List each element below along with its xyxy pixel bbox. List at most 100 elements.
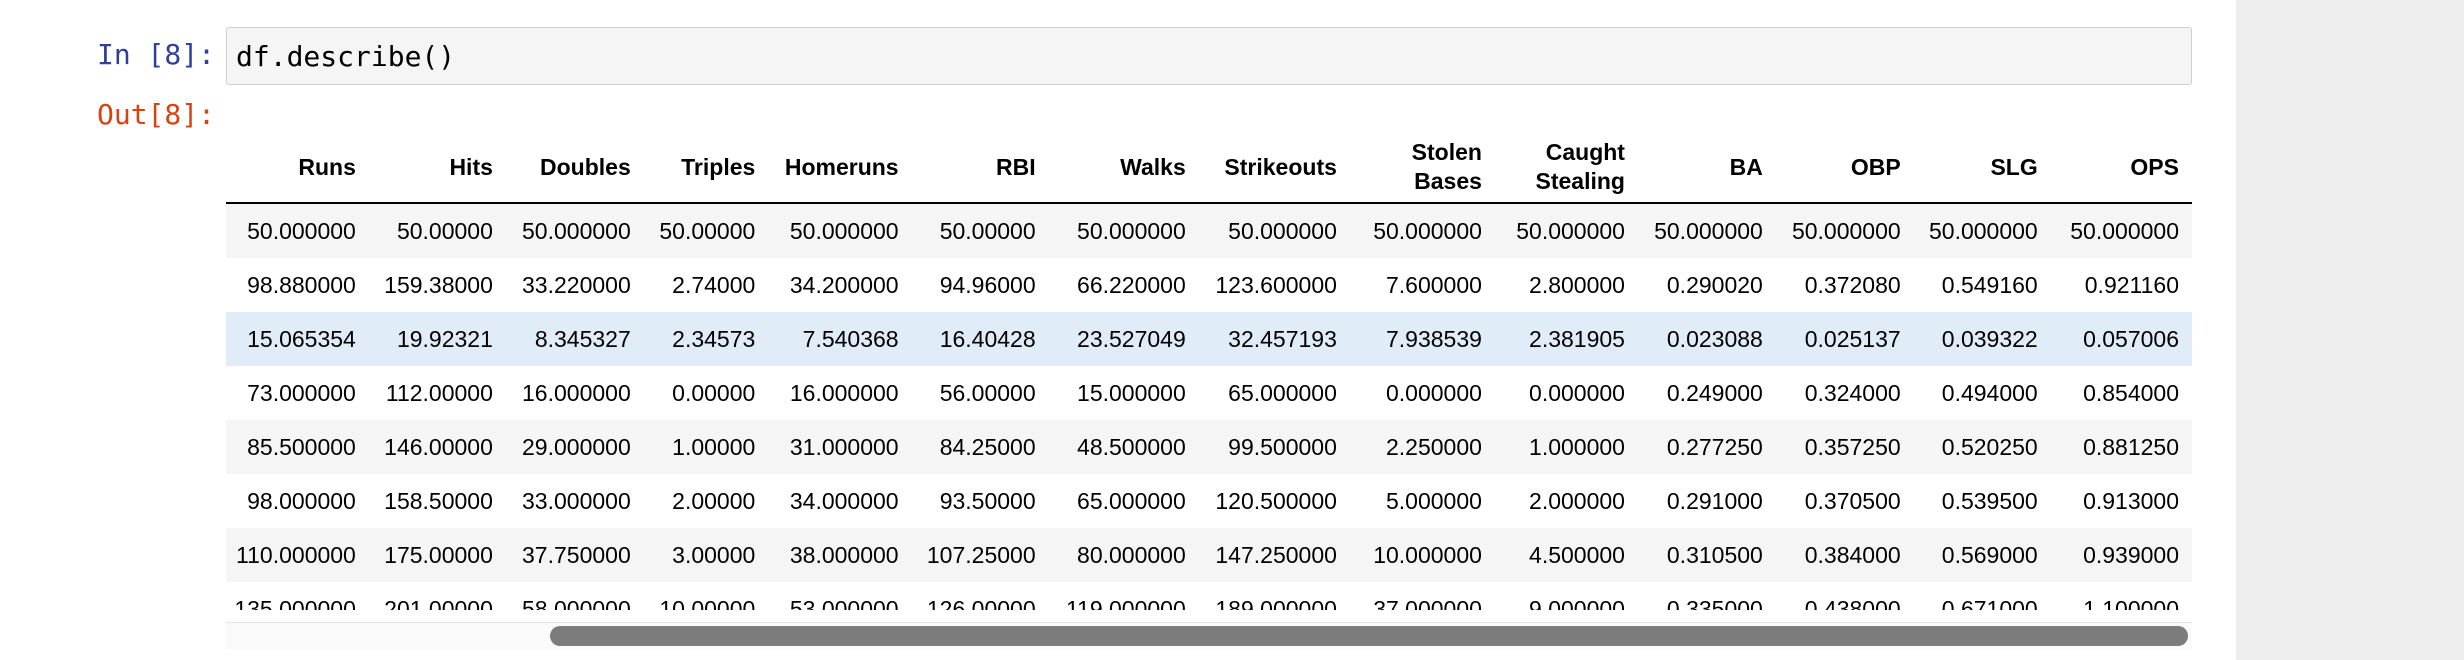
table-cell: 3.00000 — [643, 528, 769, 582]
table-cell: 0.370500 — [1775, 474, 1914, 528]
table-cell: 65.000000 — [1198, 366, 1350, 420]
table-cell: 0.921160 — [2050, 258, 2192, 312]
table-cell: 0.384000 — [1775, 528, 1914, 582]
table-cell: 65.000000 — [1048, 474, 1199, 528]
table-cell: 50.00000 — [368, 203, 506, 258]
table-cell: 0.000000 — [1349, 366, 1495, 420]
table-cell: 84.25000 — [911, 420, 1049, 474]
column-header: Stolen Bases — [1349, 132, 1495, 204]
table-cell: 110.000000 — [226, 528, 369, 582]
table-cell: 99.500000 — [1198, 420, 1350, 474]
table-cell: 0.00000 — [643, 366, 769, 420]
table-cell: 0.291000 — [1637, 474, 1776, 528]
table-cell: 66.220000 — [1048, 258, 1199, 312]
right-gutter — [2236, 0, 2464, 660]
table-row: 85.500000 146.00000 29.000000 1.00000 31.000… — [226, 420, 2192, 474]
table-cell: 56.00000 — [911, 366, 1049, 420]
table-cell: 0.438000 — [1775, 582, 1914, 610]
table-cell: 7.540368 — [768, 312, 912, 366]
table-row: 73.000000 112.00000 16.000000 0.00000 16.000… — [226, 366, 2192, 420]
table-cell: 9.000000 — [1494, 582, 1638, 610]
table-cell: 0.854000 — [2050, 366, 2192, 420]
table-cell: 93.50000 — [911, 474, 1049, 528]
table-cell: 37.000000 — [1349, 582, 1495, 610]
table-cell: 4.500000 — [1494, 528, 1638, 582]
column-header: Runs — [226, 132, 369, 204]
table-cell: 38.000000 — [768, 528, 912, 582]
input-prompt: In [8]: — [96, 38, 215, 71]
code-input-cell[interactable]: df.describe() — [226, 27, 2192, 85]
table-cell: 0.324000 — [1775, 366, 1914, 420]
table-row: 98.000000 158.50000 33.000000 2.00000 34.000… — [226, 474, 2192, 528]
table-cell: 2.800000 — [1494, 258, 1638, 312]
table-cell: 34.000000 — [768, 474, 912, 528]
output-area: Runs Hits Doubles Triples Homeruns RBI Walks St… — [226, 120, 2192, 610]
table-cell: 0.494000 — [1913, 366, 2051, 420]
table-row: 50.000000 50.00000 50.000000 50.00000 50.000… — [226, 203, 2192, 258]
column-header: BA — [1637, 132, 1776, 204]
table-cell: 50.000000 — [1198, 203, 1350, 258]
table-cell: 0.277250 — [1637, 420, 1776, 474]
table-body: 50.000000 50.00000 50.000000 50.00000 50.000… — [226, 203, 2192, 610]
table-cell: 201.00000 — [368, 582, 506, 610]
table-cell: 0.249000 — [1637, 366, 1776, 420]
table-cell: 2.00000 — [643, 474, 769, 528]
table-cell: 0.520250 — [1913, 420, 2051, 474]
column-header: SLG — [1913, 132, 2051, 204]
output-prompt: Out[8]: — [96, 98, 215, 131]
table-cell: 126.00000 — [911, 582, 1049, 610]
table-row: 98.880000 159.38000 33.220000 2.74000 34.200… — [226, 258, 2192, 312]
table-cell: 16.000000 — [768, 366, 912, 420]
table-cell: 7.600000 — [1349, 258, 1495, 312]
table-cell: 34.200000 — [768, 258, 912, 312]
table-cell: 37.750000 — [505, 528, 644, 582]
table-cell: 10.000000 — [1349, 528, 1495, 582]
table-cell: 0.057006 — [2050, 312, 2192, 366]
table-cell: 0.357250 — [1775, 420, 1914, 474]
table-cell: 58.000000 — [505, 582, 644, 610]
table-cell: 98.880000 — [226, 258, 369, 312]
table-cell: 0.372080 — [1775, 258, 1914, 312]
table-cell: 0.549160 — [1913, 258, 2051, 312]
table-cell: 0.310500 — [1637, 528, 1776, 582]
table-cell: 0.025137 — [1775, 312, 1914, 366]
table-cell: 0.023088 — [1637, 312, 1776, 366]
column-header: Caught Stealing — [1494, 132, 1638, 204]
table-cell: 50.000000 — [1775, 203, 1914, 258]
table-cell: 112.00000 — [368, 366, 506, 420]
table-cell: 1.000000 — [1494, 420, 1638, 474]
scrollbar-thumb[interactable] — [550, 626, 2188, 646]
table-cell: 73.000000 — [226, 366, 369, 420]
table-cell: 50.00000 — [643, 203, 769, 258]
table-cell: 0.939000 — [2050, 528, 2192, 582]
table-cell: 189.000000 — [1198, 582, 1350, 610]
table-cell: 1.00000 — [643, 420, 769, 474]
table-cell: 0.913000 — [2050, 474, 2192, 528]
table-cell: 5.000000 — [1349, 474, 1495, 528]
code-text[interactable]: df.describe() — [236, 40, 456, 73]
table-cell: 15.065354 — [226, 312, 369, 366]
table-cell: 29.000000 — [505, 420, 644, 474]
table-cell: 0.539500 — [1913, 474, 2051, 528]
table-cell: 15.000000 — [1048, 366, 1199, 420]
column-header: Triples — [643, 132, 769, 204]
horizontal-scrollbar[interactable] — [226, 622, 2192, 649]
table-cell: 135.000000 — [226, 582, 369, 610]
table-cell: 159.38000 — [368, 258, 506, 312]
table-cell: 16.000000 — [505, 366, 644, 420]
table-cell: 0.000000 — [1494, 366, 1638, 420]
table-cell: 50.000000 — [226, 203, 369, 258]
table-cell: 8.345327 — [505, 312, 644, 366]
table-header-row: Runs Hits Doubles Triples Homeruns RBI Walks St… — [226, 132, 2192, 204]
table-cell: 50.000000 — [1349, 203, 1495, 258]
table-cell: 16.40428 — [911, 312, 1049, 366]
table-cell: 0.569000 — [1913, 528, 2051, 582]
table-cell: 94.96000 — [911, 258, 1049, 312]
table-cell: 7.938539 — [1349, 312, 1495, 366]
table-cell: 48.500000 — [1048, 420, 1199, 474]
table-cell: 23.527049 — [1048, 312, 1199, 366]
table-cell: 0.881250 — [2050, 420, 2192, 474]
table-cell: 50.000000 — [505, 203, 644, 258]
table-cell: 119.000000 — [1048, 582, 1199, 610]
table-cell: 50.00000 — [911, 203, 1049, 258]
